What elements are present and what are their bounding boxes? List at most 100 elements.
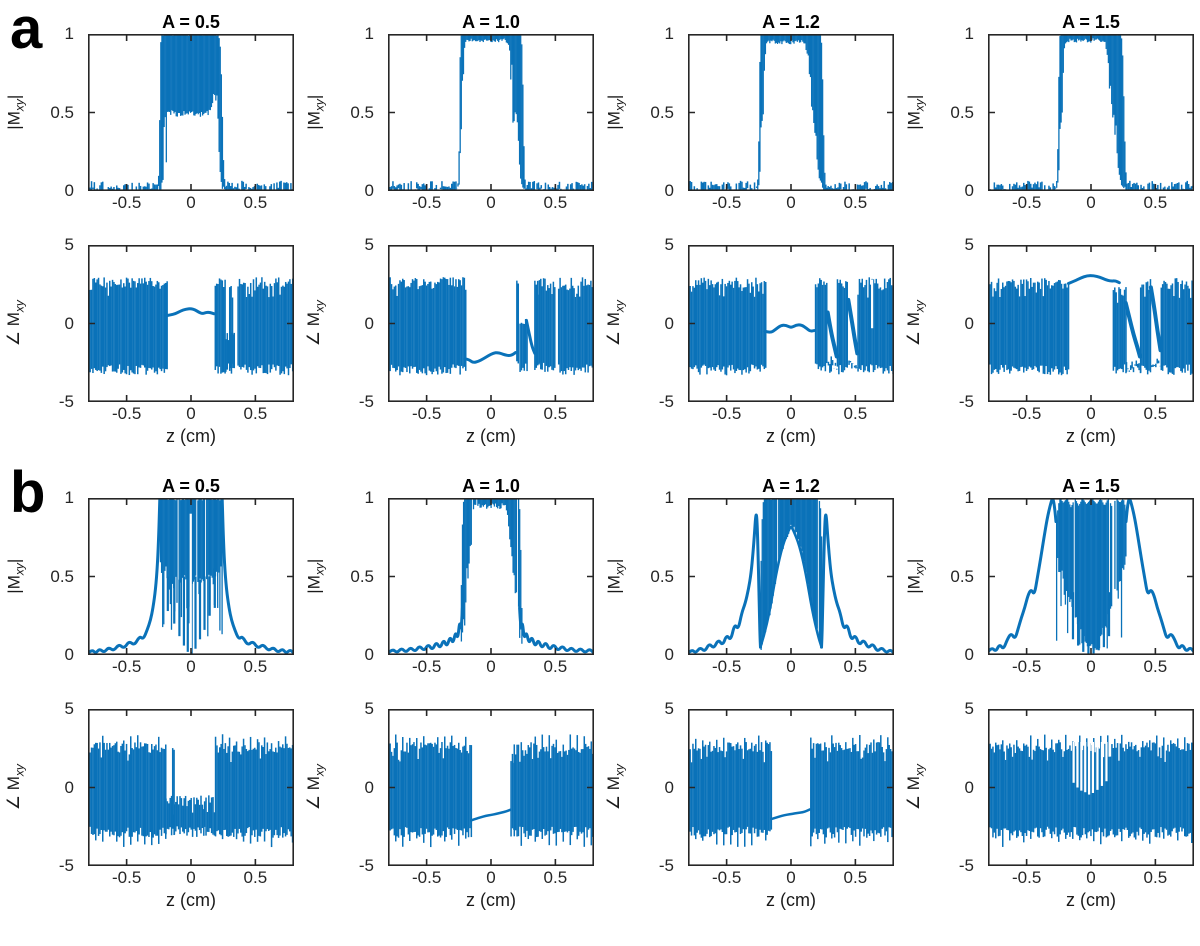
- x-tick-label: 0.5: [543, 868, 568, 887]
- x-tick-label: 0.5: [243, 404, 268, 423]
- plot-area: |Mxy| 1 0.5 0: [4, 488, 294, 664]
- x-tick-label: 0.5: [543, 657, 568, 676]
- y-axis-label: |Mxy|: [303, 558, 327, 594]
- plot-area: |Mxy| 1 0.5 0: [604, 24, 894, 200]
- x-tick-labels: -0.5 0 0.5: [388, 402, 594, 426]
- y-tick-label: -5: [358, 392, 374, 411]
- x-tick-label: 0.5: [843, 193, 868, 212]
- subplot-b-magnitude-1: A = 0.5 |Mxy| 1 0.5 0 -0.5 0 0.5: [0, 468, 300, 679]
- x-tick-label: -0.5: [1011, 193, 1042, 212]
- y-tick-label: 0.5: [950, 566, 974, 586]
- x-axis-label: z (cm): [466, 890, 516, 910]
- plot-canvas-b-phase-2: [388, 709, 594, 866]
- subplot-title: A = 0.5: [162, 12, 220, 32]
- y-tick-label: 0.5: [650, 566, 674, 586]
- y-tick-label: 0: [964, 313, 974, 333]
- x-tick-label: 0.5: [843, 657, 868, 676]
- y-tick-label: 5: [64, 699, 74, 718]
- plot-canvas-a-magnitude-4: [988, 34, 1194, 191]
- x-tick-labels: -0.5 0 0.5: [988, 191, 1194, 215]
- x-tick-labels: -0.5 0 0.5: [688, 655, 894, 679]
- plot-canvas-b-magnitude-4: [988, 498, 1194, 655]
- y-axis-label: |Mxy|: [903, 558, 927, 594]
- x-tick-label: -0.5: [711, 404, 742, 423]
- y-tick-labels: 1 0.5 0: [32, 488, 80, 664]
- x-tick-label: 0.5: [1143, 193, 1168, 212]
- x-axis-label: z (cm): [766, 890, 816, 910]
- x-axis-label: z (cm): [766, 426, 816, 446]
- x-tick-label: -0.5: [411, 868, 442, 887]
- panel-label-b: b: [10, 460, 45, 525]
- subplot-title: A = 0.5: [162, 476, 220, 496]
- plot-area: ∠ Mxy 5 0 -5: [4, 699, 294, 875]
- x-tick-label: -0.5: [411, 193, 442, 212]
- subplot-b-magnitude-4: A = 1.5 |Mxy| 1 0.5 0 -0.5 0 0.5: [900, 468, 1200, 679]
- y-tick-label: -5: [358, 856, 374, 875]
- y-tick-label: 5: [364, 699, 374, 718]
- x-tick-label: 0.5: [843, 404, 868, 423]
- x-tick-label: -0.5: [711, 193, 742, 212]
- x-tick-labels: -0.5 0 0.5: [88, 402, 294, 426]
- x-tick-label: 0.5: [1143, 657, 1168, 676]
- y-tick-label: 5: [364, 235, 374, 254]
- x-tick-label: 0: [186, 193, 196, 212]
- subplot-a-phase-2: ∠ Mxy 5 0 -5 -0.5 0 0.5 z (cm): [300, 235, 600, 452]
- plot-area: ∠ Mxy 5 0 -5: [904, 235, 1194, 411]
- y-tick-labels: 5 0 -5: [32, 235, 80, 411]
- y-tick-label: 0: [364, 313, 374, 333]
- subplot-b-phase-1: ∠ Mxy 5 0 -5 -0.5 0 0.5 z (cm): [0, 699, 300, 916]
- x-tick-label: -0.5: [711, 657, 742, 676]
- x-tick-label: 0: [486, 404, 496, 423]
- x-tick-label: 0: [786, 657, 796, 676]
- y-tick-label: 0: [664, 313, 674, 333]
- subplot-title: A = 1.0: [462, 476, 520, 496]
- y-tick-label: 1: [364, 24, 374, 43]
- subplot-b-phase-2: ∠ Mxy 5 0 -5 -0.5 0 0.5 z (cm): [300, 699, 600, 916]
- panel-a: a A = 0.5 |Mxy| 1 0.5 0 -0.5 0 0.5 A = 1.0 |Mxy| 1…: [0, 0, 1200, 452]
- x-axis-label: z (cm): [1066, 426, 1116, 446]
- x-tick-labels: -0.5 0 0.5: [388, 655, 594, 679]
- x-tick-label: 0.5: [543, 404, 568, 423]
- x-tick-labels: -0.5 0 0.5: [88, 191, 294, 215]
- y-tick-labels: 1 0.5 0: [632, 24, 680, 200]
- subplot-title: A = 1.5: [1062, 476, 1120, 496]
- plot-canvas-a-magnitude-1: [88, 34, 294, 191]
- y-axis-label: |Mxy|: [603, 94, 627, 130]
- y-tick-label: 0: [64, 313, 74, 333]
- plot-area: ∠ Mxy 5 0 -5: [604, 699, 894, 875]
- plot-area: |Mxy| 1 0.5 0: [904, 488, 1194, 664]
- y-tick-label: 0.5: [650, 102, 674, 122]
- x-tick-label: 0: [786, 404, 796, 423]
- x-axis-label: z (cm): [166, 426, 216, 446]
- y-axis-label: ∠ Mxy: [303, 300, 327, 347]
- y-tick-label: 0: [364, 181, 374, 200]
- y-tick-label: 0.5: [350, 566, 374, 586]
- y-axis-label: |Mxy|: [603, 558, 627, 594]
- y-tick-label: 5: [664, 699, 674, 718]
- x-tick-labels: -0.5 0 0.5: [388, 866, 594, 890]
- y-tick-label: 1: [64, 488, 74, 507]
- plot-canvas-b-magnitude-2: [388, 498, 594, 655]
- x-tick-label: 0: [786, 868, 796, 887]
- y-tick-label: 5: [64, 235, 74, 254]
- x-tick-label: -0.5: [111, 404, 142, 423]
- y-axis-label: ∠ Mxy: [903, 764, 927, 811]
- x-tick-label: 0: [486, 868, 496, 887]
- plot-area: |Mxy| 1 0.5 0: [4, 24, 294, 200]
- subplot-a-phase-1: ∠ Mxy 5 0 -5 -0.5 0 0.5 z (cm): [0, 235, 300, 452]
- x-tick-label: 0.5: [1143, 404, 1168, 423]
- y-axis-label: ∠ Mxy: [303, 764, 327, 811]
- subplot-title: A = 1.2: [762, 476, 820, 496]
- y-axis-label: ∠ Mxy: [3, 300, 27, 347]
- subplot-a-phase-3: ∠ Mxy 5 0 -5 -0.5 0 0.5 z (cm): [600, 235, 900, 452]
- y-tick-labels: 5 0 -5: [332, 235, 380, 411]
- x-tick-label: 0.5: [843, 868, 868, 887]
- subplot-b-phase-4: ∠ Mxy 5 0 -5 -0.5 0 0.5 z (cm): [900, 699, 1200, 916]
- y-tick-label: -5: [658, 392, 674, 411]
- panel-b-grid: A = 0.5 |Mxy| 1 0.5 0 -0.5 0 0.5 A = 1.0 |Mxy| 1 0.…: [0, 468, 1200, 916]
- plot-canvas-a-phase-4: [988, 245, 1194, 402]
- y-tick-label: 1: [64, 24, 74, 43]
- y-tick-label: -5: [958, 856, 974, 875]
- y-tick-label: 0.5: [350, 102, 374, 122]
